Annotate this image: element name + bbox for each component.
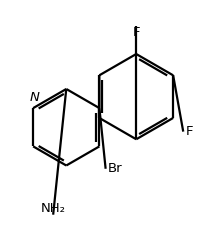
Text: F: F	[185, 125, 193, 138]
Text: Br: Br	[108, 162, 123, 175]
Text: F: F	[132, 26, 140, 39]
Text: N: N	[30, 91, 40, 104]
Text: NH₂: NH₂	[41, 202, 66, 215]
